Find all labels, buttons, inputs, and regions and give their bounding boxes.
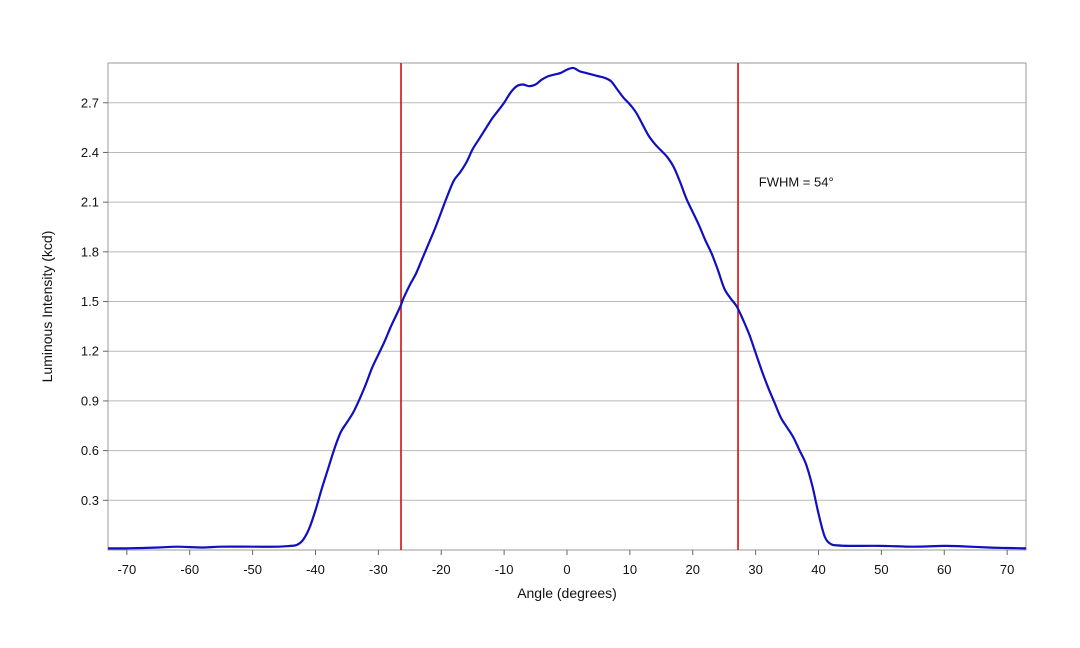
series-group	[107, 66, 1027, 550]
y-tick-label-4: 1.5	[81, 294, 99, 309]
x-tick-label-7: 0	[563, 562, 570, 577]
x-tick-label-2: -50	[243, 562, 262, 577]
x-tick-label-3: -40	[306, 562, 325, 577]
x-tick-label-6: -10	[495, 562, 514, 577]
y-tick-label-1: 0.6	[81, 443, 99, 458]
annotations: FWHM = 54°	[759, 174, 834, 189]
gridlines	[108, 102, 1026, 501]
fwhm-markers	[400, 63, 739, 550]
y-tick-label-5: 1.8	[81, 244, 99, 259]
y-axis: 0.3 0.6 0.9 1.2 1.5 1.8 2.1 2.4 2.7	[81, 95, 108, 508]
y-tick-label-0: 0.3	[81, 493, 99, 508]
x-tick-label-12: 50	[874, 562, 888, 577]
y-tick-label-8: 2.7	[81, 95, 99, 110]
x-tick-label-13: 60	[937, 562, 951, 577]
x-tick-label-14: 70	[1000, 562, 1014, 577]
x-axis: -70 -60 -50 -40 -30 -20 -10 0 10 20 30 40 50 60 70	[117, 550, 1014, 577]
y-tick-label-6: 2.1	[81, 195, 99, 210]
plot-area-frame	[107, 62, 1027, 551]
x-tick-label-11: 40	[811, 562, 825, 577]
x-tick-label-9: 20	[686, 562, 700, 577]
x-tick-label-4: -30	[369, 562, 388, 577]
x-tick-label-8: 10	[623, 562, 637, 577]
x-tick-label-1: -60	[180, 562, 199, 577]
y-tick-label-2: 0.9	[81, 393, 99, 408]
x-axis-title: Angle (degrees)	[517, 585, 617, 601]
x-tick-label-10: 30	[748, 562, 762, 577]
x-tick-label-0: -70	[117, 562, 136, 577]
annotation-0: FWHM = 54°	[759, 174, 834, 189]
y-tick-label-7: 2.4	[81, 145, 99, 160]
y-axis-title: Luminous Intensity (kcd)	[39, 231, 55, 383]
x-tick-label-5: -20	[432, 562, 451, 577]
series-line-0	[107, 66, 1027, 550]
y-tick-label-3: 1.2	[81, 344, 99, 359]
